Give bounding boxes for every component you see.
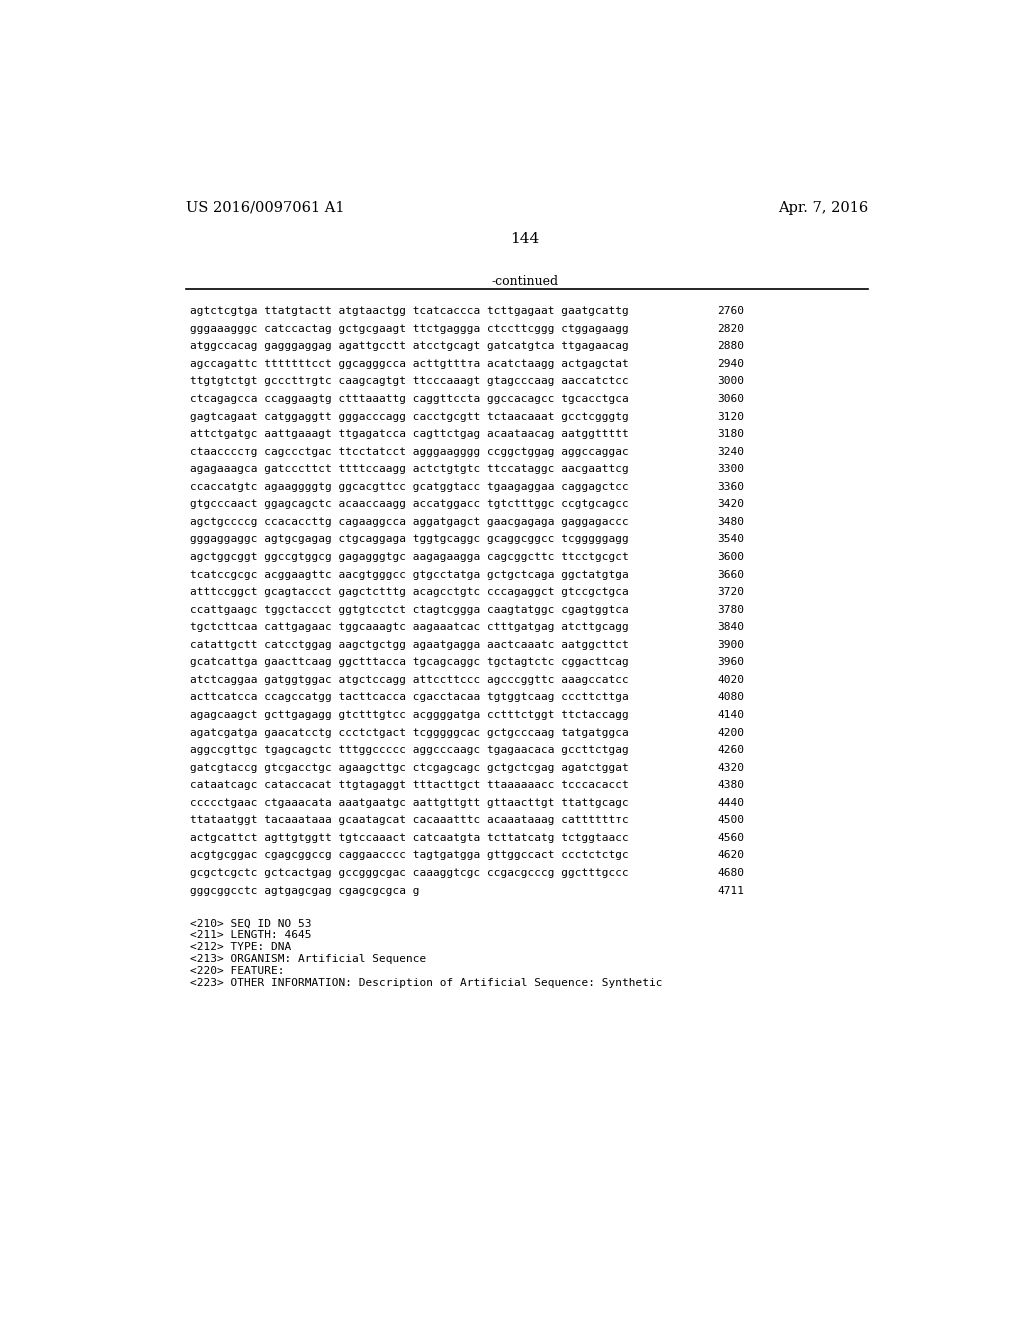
Text: 4500: 4500 (717, 816, 744, 825)
Text: 3480: 3480 (717, 517, 744, 527)
Text: tgctcttcaa cattgagaac tggcaaagtc aagaaatcac ctttgatgag atcttgcagg: tgctcttcaa cattgagaac tggcaaagtc aagaaat… (190, 622, 629, 632)
Text: <211> LENGTH: 4645: <211> LENGTH: 4645 (190, 931, 311, 940)
Text: 4080: 4080 (717, 693, 744, 702)
Text: tcatccgcgc acggaagttc aacgtgggcc gtgcctatga gctgctcaga ggctatgtga: tcatccgcgc acggaagttc aacgtgggcc gtgccta… (190, 570, 629, 579)
Text: 4140: 4140 (717, 710, 744, 719)
Text: agtctcgtga ttatgtactt atgtaactgg tcatcaccca tcttgagaat gaatgcattg: agtctcgtga ttatgtactt atgtaactgg tcatcac… (190, 306, 629, 317)
Text: gcatcattga gaacttcaag ggctttacca tgcagcaggc tgctagtctc cggacttcag: gcatcattga gaacttcaag ggctttacca tgcagca… (190, 657, 629, 668)
Text: 2760: 2760 (717, 306, 744, 317)
Text: acgtgcggac cgagcggccg caggaacccc tagtgatgga gttggccact ccctctctgc: acgtgcggac cgagcggccg caggaacccc tagtgat… (190, 850, 629, 861)
Text: US 2016/0097061 A1: US 2016/0097061 A1 (186, 201, 345, 215)
Text: 4711: 4711 (717, 886, 744, 895)
Text: gtgcccaact ggagcagctc acaaccaagg accatggacc tgtctttggc ccgtgcagcc: gtgcccaact ggagcagctc acaaccaagg accatgg… (190, 499, 629, 510)
Text: 3960: 3960 (717, 657, 744, 668)
Text: 3360: 3360 (717, 482, 744, 492)
Text: agctgccccg ccacaccttg cagaaggcca aggatgagct gaacgagaga gaggagaccc: agctgccccg ccacaccttg cagaaggcca aggatga… (190, 517, 629, 527)
Text: atggccacag gagggaggag agattgcctt atcctgcagt gatcatgtca ttgagaacag: atggccacag gagggaggag agattgcctt atcctgc… (190, 342, 629, 351)
Text: ctcagagcca ccaggaagtg ctttaaattg caggttccta ggccacagcc tgcacctgca: ctcagagcca ccaggaagtg ctttaaattg caggttc… (190, 395, 629, 404)
Text: -continued: -continued (492, 276, 558, 289)
Text: 3060: 3060 (717, 395, 744, 404)
Text: 3600: 3600 (717, 552, 744, 562)
Text: 3420: 3420 (717, 499, 744, 510)
Text: gggaggaggc agtgcgagag ctgcaggaga tggtgcaggc gcaggcggcc tcgggggagg: gggaggaggc agtgcgagag ctgcaggaga tggtgca… (190, 535, 629, 544)
Text: atctcaggaa gatggtggac atgctccagg attccttccc agcccggttc aaagccatcc: atctcaggaa gatggtggac atgctccagg attcctt… (190, 675, 629, 685)
Text: gggaaagggc catccactag gctgcgaagt ttctgaggga ctccttcggg ctggagaagg: gggaaagggc catccactag gctgcgaagt ttctgag… (190, 323, 629, 334)
Text: 3540: 3540 (717, 535, 744, 544)
Text: 3900: 3900 (717, 640, 744, 649)
Text: actgcattct agttgtggtt tgtccaaact catcaatgta tcttatcatg tctggtaacc: actgcattct agttgtggtt tgtccaaact catcaat… (190, 833, 629, 843)
Text: <213> ORGANISM: Artificial Sequence: <213> ORGANISM: Artificial Sequence (190, 954, 426, 965)
Text: 4380: 4380 (717, 780, 744, 791)
Text: 4260: 4260 (717, 744, 744, 755)
Text: ttataatggt tacaaataaa gcaatagcat cacaaatttc acaaataаag cattttttтc: ttataatggt tacaaataaa gcaatagcat cacaaat… (190, 816, 629, 825)
Text: <212> TYPE: DNA: <212> TYPE: DNA (190, 942, 291, 953)
Text: agagaaagca gatcccttct ttttccaagg actctgtgtc ttccataggc aacgaattcg: agagaaagca gatcccttct ttttccaagg actctgt… (190, 465, 629, 474)
Text: agatcgatga gaacatcctg ccctctgact tcgggggcac gctgcccaag tatgatggca: agatcgatga gaacatcctg ccctctgact tcggggg… (190, 727, 629, 738)
Text: 3780: 3780 (717, 605, 744, 615)
Text: 4620: 4620 (717, 850, 744, 861)
Text: attctgatgc aattgaaagt ttgagatcca cagttctgag acaataacag aatggttttt: attctgatgc aattgaaagt ttgagatcca cagttct… (190, 429, 629, 440)
Text: Apr. 7, 2016: Apr. 7, 2016 (778, 201, 868, 215)
Text: <223> OTHER INFORMATION: Description of Artificial Sequence: Synthetic: <223> OTHER INFORMATION: Description of … (190, 978, 663, 989)
Text: <210> SEQ ID NO 53: <210> SEQ ID NO 53 (190, 919, 311, 928)
Text: ccattgaagc tggctaccct ggtgtcctct ctagtcggga caagtatggc cgagtggtca: ccattgaagc tggctaccct ggtgtcctct ctagtcg… (190, 605, 629, 615)
Text: acttcatcca ccagccatgg tacttcacca cgacctacaa tgtggtcaag cccttcttga: acttcatcca ccagccatgg tacttcacca cgaccta… (190, 693, 629, 702)
Text: 2820: 2820 (717, 323, 744, 334)
Text: 4320: 4320 (717, 763, 744, 772)
Text: 4440: 4440 (717, 797, 744, 808)
Text: gcgctcgctc gctcactgag gccgggcgac caaaggtcgc ccgacgcccg ggctttgccc: gcgctcgctc gctcactgag gccgggcgac caaaggt… (190, 869, 629, 878)
Text: gatcgtaccg gtcgacctgc agaagcttgc ctcgagcagc gctgctcgag agatctggat: gatcgtaccg gtcgacctgc agaagcttgc ctcgagc… (190, 763, 629, 772)
Text: 3300: 3300 (717, 465, 744, 474)
Text: ccaccatgtc agaaggggtg ggcacgttcc gcatggtacc tgaagaggaa caggagctcc: ccaccatgtc agaaggggtg ggcacgttcc gcatggt… (190, 482, 629, 492)
Text: agccagattc tttttttcct ggcagggcca acttgtttта acatctaagg actgagctat: agccagattc tttttttcct ggcagggcca acttgtt… (190, 359, 629, 368)
Text: agctggcggt ggccgtggcg gagagggtgc aagagaagga cagcggcttc ttcctgcgct: agctggcggt ggccgtggcg gagagggtgc aagagaa… (190, 552, 629, 562)
Text: <220> FEATURE:: <220> FEATURE: (190, 966, 285, 977)
Text: ccccctgaac ctgaaacata aaatgaatgc aattgttgtt gttaacttgt ttattgcagc: ccccctgaac ctgaaacata aaatgaatgc aattgtt… (190, 797, 629, 808)
Text: cataatcagc cataccacat ttgtagaggt tttacttgct ttaaaaaacc tcccacacct: cataatcagc cataccacat ttgtagaggt tttactt… (190, 780, 629, 791)
Text: 4560: 4560 (717, 833, 744, 843)
Text: agagcaagct gcttgagagg gtctttgtcc acggggatga cctttctggt ttctaccagg: agagcaagct gcttgagagg gtctttgtcc acgggga… (190, 710, 629, 719)
Text: 3720: 3720 (717, 587, 744, 597)
Text: catattgctt catcctggag aagctgctgg agaatgagga aactcaaatc aatggcttct: catattgctt catcctggag aagctgctgg agaatga… (190, 640, 629, 649)
Text: 3240: 3240 (717, 446, 744, 457)
Text: aggccgttgc tgagcagctc tttggccccc aggcccaagc tgagaacaca gccttctgag: aggccgttgc tgagcagctc tttggccccc aggccca… (190, 744, 629, 755)
Text: ttgtgtctgt gcccttтgtc caagcagtgt ttcccaaagt gtagcccaag aaccatctcc: ttgtgtctgt gcccttтgtc caagcagtgt ttcccaa… (190, 376, 629, 387)
Text: gagtcagaat catggaggtt gggacccagg cacctgcgtt tctaacaaat gcctcgggtg: gagtcagaat catggaggtt gggacccagg cacctgc… (190, 412, 629, 421)
Text: 4020: 4020 (717, 675, 744, 685)
Text: 3000: 3000 (717, 376, 744, 387)
Text: 3120: 3120 (717, 412, 744, 421)
Text: 2940: 2940 (717, 359, 744, 368)
Text: 3840: 3840 (717, 622, 744, 632)
Text: 4200: 4200 (717, 727, 744, 738)
Text: 3180: 3180 (717, 429, 744, 440)
Text: atttccggct gcagtaccct gagctctttg acagcctgtc cccagaggct gtccgctgca: atttccggct gcagtaccct gagctctttg acagcct… (190, 587, 629, 597)
Text: 144: 144 (510, 231, 540, 246)
Text: 3660: 3660 (717, 570, 744, 579)
Text: gggcggcctc agtgagcgag cgagcgcgca g: gggcggcctc agtgagcgag cgagcgcgca g (190, 886, 420, 895)
Text: ctaaccccтg cagccctgac ttcctatcct agggaagggg ccggctggag aggccaggac: ctaaccccтg cagccctgac ttcctatcct agggaag… (190, 446, 629, 457)
Text: 2880: 2880 (717, 342, 744, 351)
Text: 4680: 4680 (717, 869, 744, 878)
